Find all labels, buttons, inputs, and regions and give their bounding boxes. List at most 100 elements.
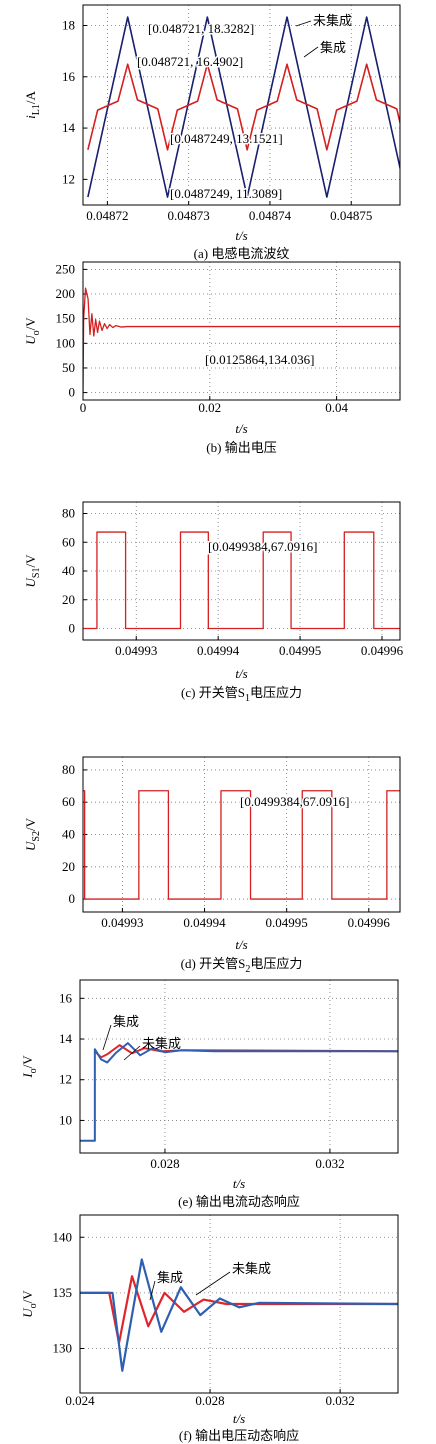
plot-frame (82, 4, 401, 206)
label-part: (e) 输出电流动态响应 (178, 1194, 300, 1209)
y-tick-label: 18 (62, 18, 75, 33)
y-tick-label: 20 (62, 592, 75, 607)
label-part: L1 (31, 104, 42, 115)
legend-leader (123, 1045, 141, 1061)
y-tick-label: 40 (62, 563, 75, 578)
label-part: (f) 输出电压动态响应 (179, 1428, 299, 1443)
annotation: [0.0499384,67.0916] (208, 539, 317, 554)
y-tick-label: 14 (62, 120, 76, 135)
label-part: S1 (31, 568, 42, 579)
x-tick-label: 0.032 (325, 1393, 354, 1408)
y-tick-label: 12 (59, 1072, 72, 1087)
y-axis-label: Uo/V (23, 317, 42, 345)
label-part: 电压应力 (250, 956, 302, 971)
x-tick-label: 0.04995 (266, 915, 308, 930)
x-tick-label: 0.028 (150, 1156, 179, 1171)
label-part: /V (23, 554, 38, 568)
y-axis-label: US2/V (23, 817, 42, 851)
series-line (83, 287, 400, 393)
label-part: 2 (245, 964, 250, 975)
legend-label: 未集成 (142, 1036, 181, 1052)
legend-label: 未集成 (313, 13, 352, 29)
annotation: [0.048721, 16.4902] (137, 54, 243, 69)
x-tick-label: 0.04874 (249, 208, 292, 223)
series-line (83, 531, 400, 630)
label-part: (a) 电感电流波纹 (194, 246, 290, 261)
legend-leader (295, 20, 312, 27)
y-tick-label: 16 (59, 990, 73, 1005)
annotation: [0.0487249, 11.3089] (170, 186, 282, 201)
y-tick-label: 80 (62, 762, 75, 777)
legend-leader (149, 1280, 156, 1301)
y-tick-label: 12 (62, 171, 75, 186)
y-tick-label: 100 (56, 335, 76, 350)
series-line (80, 1275, 398, 1345)
label-part: U (20, 1307, 35, 1318)
x-tick-label: 0.032 (315, 1156, 344, 1171)
label-part: /V (20, 1055, 35, 1069)
x-tick-label: 0.04996 (348, 915, 391, 930)
caption: (d) 开关管S2电压应力 (181, 956, 303, 975)
plot-frame (82, 261, 401, 401)
y-tick-label: 0 (69, 621, 76, 636)
y-tick-label: 130 (53, 1341, 73, 1356)
legend-leader (195, 1271, 231, 1296)
y-tick-label: 200 (56, 286, 76, 301)
label-part: U (23, 840, 38, 851)
plot-frame (79, 1214, 399, 1394)
y-tick-label: 150 (56, 311, 76, 326)
x-tick-label: 0.04873 (168, 208, 210, 223)
x-axis-label: t/s (235, 421, 247, 436)
y-tick-label: 60 (62, 534, 75, 549)
x-tick-label: 0.04996 (361, 643, 404, 658)
x-tick-label: 0.04993 (115, 643, 157, 658)
label-part: I (20, 1073, 35, 1079)
x-tick-label: 0 (80, 400, 87, 415)
y-tick-label: 14 (59, 1031, 73, 1046)
label-part: /V (23, 817, 38, 831)
legend-label: 集成 (320, 40, 346, 56)
label-part: /A (23, 91, 38, 105)
x-tick-label: 0.04875 (330, 208, 372, 223)
x-tick-label: 0.04 (325, 400, 348, 415)
y-tick-label: 20 (62, 859, 75, 874)
x-tick-label: 0.04993 (101, 915, 143, 930)
caption: (b) 输出电压 (206, 440, 276, 455)
series-line (87, 16, 400, 198)
plot-frame (79, 979, 399, 1154)
label-part: 电压应力 (250, 685, 302, 700)
x-tick-label: 0.02 (198, 400, 221, 415)
annotation: [0.0487249, 13.1521] (170, 131, 283, 146)
annotation: [0.0125864,134.036] (205, 352, 314, 367)
caption: (a) 电感电流波纹 (194, 246, 290, 261)
label-part: U (23, 576, 38, 587)
label-part: o (28, 1068, 39, 1073)
y-tick-label: 50 (62, 360, 75, 375)
x-tick-label: 0.04995 (279, 643, 321, 658)
annotation: [0.048721, 18.3282] (148, 21, 254, 36)
label-part: o (28, 1303, 39, 1308)
x-tick-label: 0.04872 (86, 208, 128, 223)
y-tick-label: 250 (56, 261, 76, 276)
caption: (e) 输出电流动态响应 (178, 1194, 300, 1209)
x-axis-label: t/s (233, 1411, 245, 1426)
legend-label: 集成 (157, 1270, 183, 1286)
x-tick-label: 0.04994 (183, 915, 226, 930)
label-part: (c) 开关管S (181, 685, 245, 700)
x-axis-label: t/s (235, 666, 247, 681)
y-tick-label: 10 (59, 1112, 72, 1127)
label-part: /V (23, 317, 38, 331)
label-part: U (23, 334, 38, 345)
y-tick-label: 60 (62, 794, 75, 809)
label-part: (d) 开关管S (181, 956, 246, 971)
caption: (c) 开关管S1电压应力 (181, 685, 302, 704)
series-line (83, 790, 400, 900)
y-axis-label: Io/V (20, 1055, 39, 1079)
legend-label: 集成 (113, 1014, 139, 1030)
label-part: /V (20, 1290, 35, 1304)
y-tick-label: 80 (62, 506, 75, 521)
y-axis-label: iL1/A (23, 91, 42, 119)
series-line (80, 1258, 398, 1372)
y-tick-label: 40 (62, 827, 75, 842)
